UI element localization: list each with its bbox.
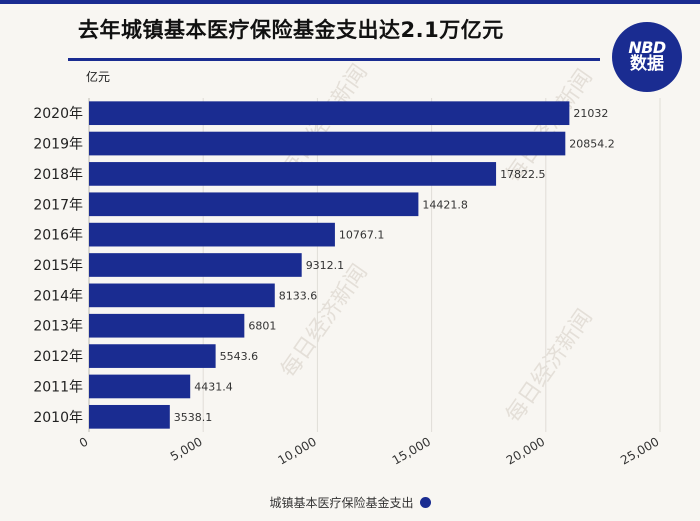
x-tick-label: 5,000: [168, 434, 205, 463]
data-label: 17822.5: [500, 168, 546, 181]
legend-label: 城镇基本医疗保险基金支出: [269, 496, 414, 510]
data-label: 3538.1: [174, 411, 213, 424]
watermark-text: 每日经济新闻: [277, 260, 373, 382]
bar-2015年: [89, 253, 302, 277]
category-label: 2012年: [33, 349, 83, 365]
data-label: 6801: [248, 320, 276, 333]
data-label: 4431.4: [194, 380, 233, 393]
bar-2018年: [89, 162, 497, 186]
chart-legend[interactable]: 城镇基本医疗保险基金支出: [0, 494, 700, 511]
data-label: 21032: [573, 107, 608, 120]
data-label: 5543.6: [220, 350, 259, 363]
bar-2010年: [89, 404, 170, 429]
data-label: 20854.2: [569, 138, 615, 151]
nbd-data-logo: NBD 数据: [612, 22, 682, 92]
category-label: 2014年: [33, 288, 83, 304]
bar-2012年: [89, 344, 216, 368]
x-tick-label: 10,000: [276, 434, 319, 467]
category-label: 2015年: [33, 258, 83, 274]
watermark-text: 每日经济新闻: [502, 305, 598, 427]
bar-2014年: [89, 283, 275, 308]
data-label: 8133.6: [279, 289, 318, 302]
category-label: 2013年: [33, 319, 83, 335]
x-tick-label: 25,000: [618, 434, 661, 467]
category-label: 2011年: [33, 379, 83, 395]
chart-title: 去年城镇基本医疗保险基金支出达2.1万亿元: [78, 18, 504, 42]
x-tick-label: 15,000: [390, 434, 433, 467]
category-label: 2016年: [33, 228, 83, 244]
category-label: 2018年: [33, 167, 83, 183]
x-tick-label: 20,000: [504, 434, 547, 467]
y-unit-label: 亿元: [86, 70, 111, 84]
legend-marker: [419, 497, 431, 508]
category-label: 2017年: [33, 197, 83, 213]
logo-text-nbd: NBD: [628, 37, 666, 57]
bar-2020年: [89, 101, 570, 126]
category-label: 2010年: [33, 410, 83, 426]
bar-2013年: [89, 313, 245, 338]
bar-2019年: [89, 131, 566, 156]
x-tick-label: 0: [77, 434, 91, 450]
title-underline: [68, 58, 600, 61]
data-label: 14421.8: [422, 198, 468, 211]
data-label: 9312.1: [306, 259, 345, 272]
category-label: 2020年: [33, 106, 83, 122]
bar-2011年: [89, 374, 191, 399]
category-label: 2019年: [33, 137, 83, 153]
bar-2017年: [89, 192, 419, 217]
top-accent-rule: [0, 0, 700, 4]
bar-2016年: [89, 222, 335, 247]
data-label: 10767.1: [339, 229, 385, 242]
logo-text-data: 数据: [630, 54, 664, 75]
